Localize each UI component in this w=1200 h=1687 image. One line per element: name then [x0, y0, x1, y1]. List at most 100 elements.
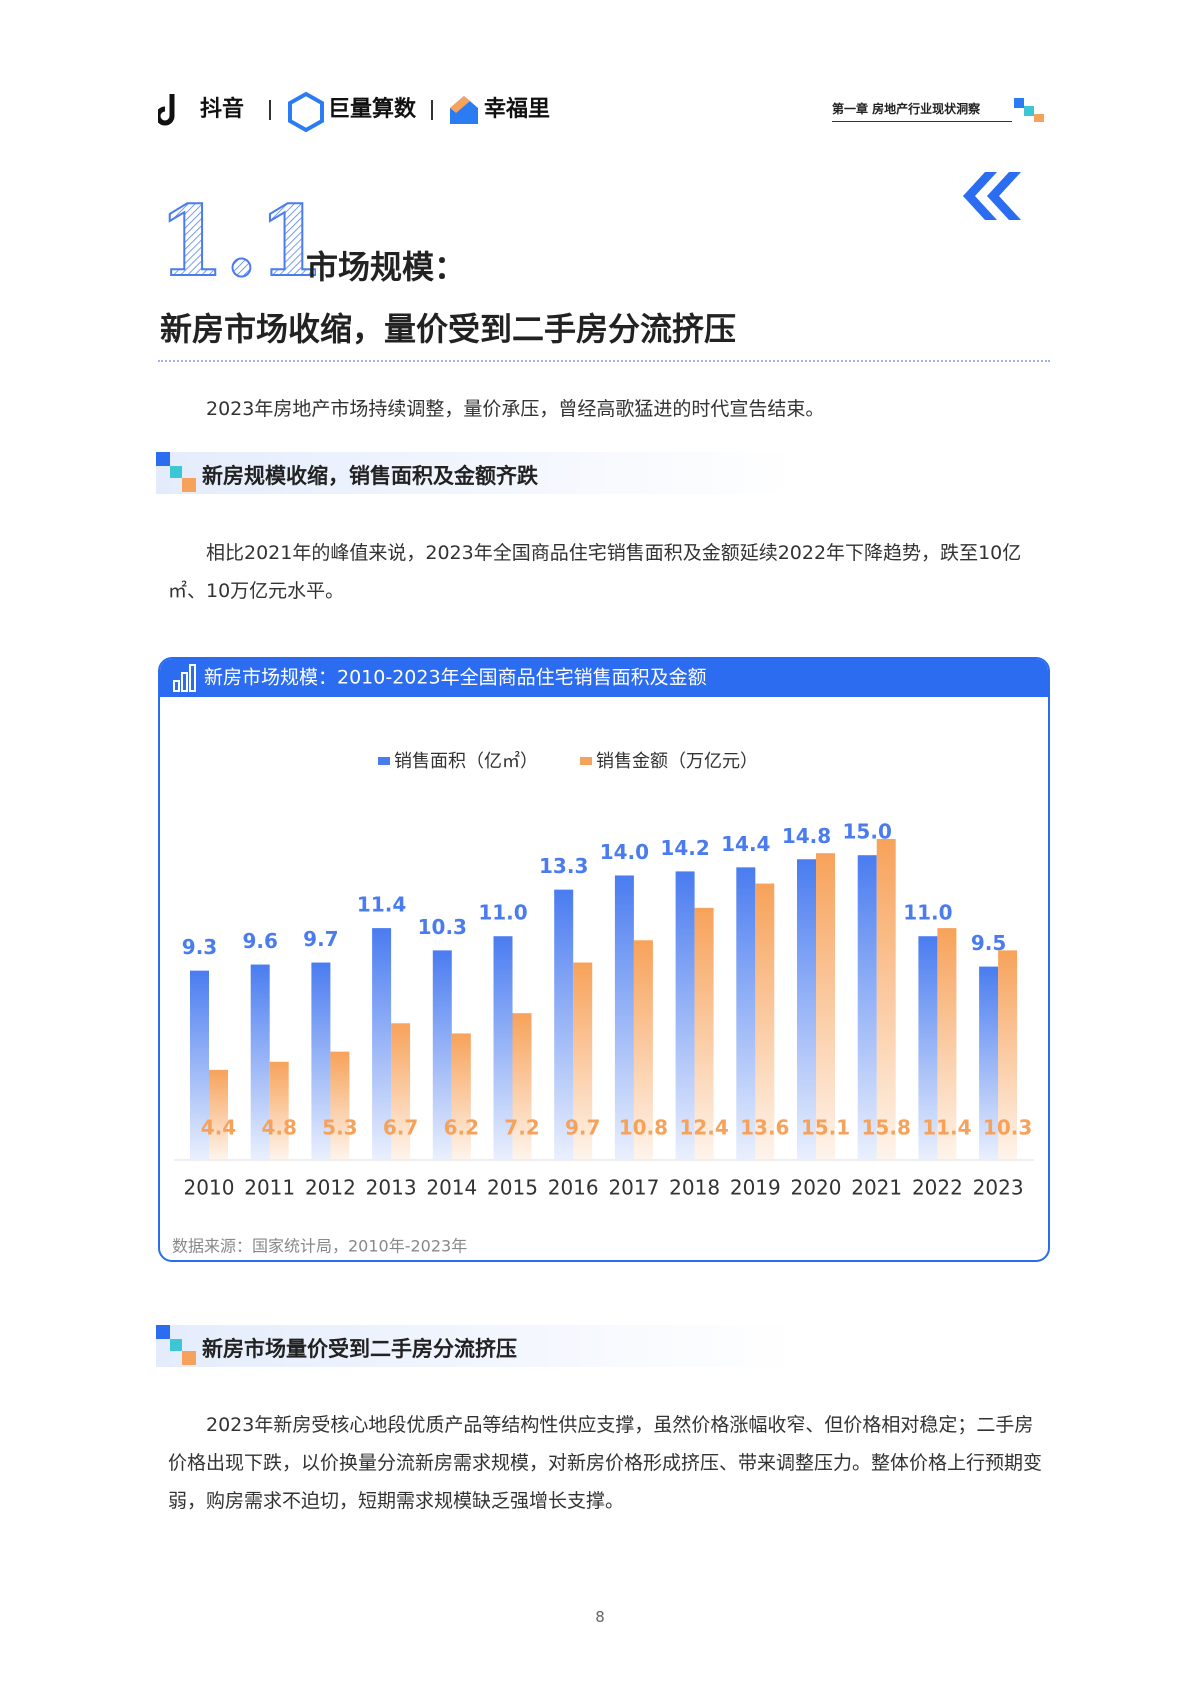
- juliang-icon: [288, 91, 324, 132]
- data-label: 15.1: [801, 1116, 850, 1140]
- logo-text: 抖音: [200, 96, 244, 122]
- chart-title: 新房市场规模：2010-2023年全国商品住宅销售面积及金额: [204, 667, 707, 689]
- data-label: 4.4: [201, 1116, 236, 1140]
- x-tick-label: 2014: [426, 1176, 477, 1200]
- bar: [797, 859, 816, 1159]
- x-tick-label: 2020: [791, 1176, 842, 1200]
- section-title: 市场规模：: [306, 248, 467, 286]
- legend-swatch: [378, 757, 390, 765]
- chart-header: [160, 659, 1048, 697]
- data-label: 9.3: [182, 935, 217, 959]
- bar: [493, 936, 513, 1159]
- logo-bar: 抖音 巨量算数 幸福里: [158, 91, 550, 132]
- data-label: 14.8: [782, 824, 831, 848]
- section-number: 1.1: [157, 200, 316, 292]
- sub-icon: [156, 1325, 196, 1365]
- bar: [998, 950, 1018, 1159]
- chapter-label: 第一章 房地产行业现状洞察: [832, 100, 1012, 122]
- chart: 新房市场规模：2010-2023年全国商品住宅销售面积及金额 数据来源：国家统计…: [160, 659, 1048, 1256]
- x-tick-label: 2015: [487, 1176, 538, 1200]
- data-label: 11.0: [903, 901, 952, 925]
- bar: [209, 1069, 228, 1159]
- bar: [432, 950, 452, 1159]
- divider: [158, 360, 1050, 362]
- x-tick-label: 2022: [912, 1176, 963, 1200]
- x-tick-label: 2012: [305, 1176, 356, 1200]
- bar: [311, 962, 331, 1159]
- x-tick-label: 2013: [366, 1176, 417, 1200]
- bar: [736, 867, 756, 1159]
- data-label: 10.8: [619, 1116, 668, 1140]
- data-label: 10.3: [418, 915, 467, 939]
- sub-icon: [156, 452, 196, 492]
- bar: [937, 928, 957, 1159]
- subsection-header: 新房市场量价受到二手房分流挤压: [156, 1325, 796, 1367]
- x-tick-label: 2017: [608, 1176, 659, 1200]
- legend-label: 销售金额（万亿元）: [596, 751, 758, 772]
- x-tick-label: 2023: [973, 1176, 1024, 1200]
- chapter-deco: [1014, 98, 1044, 122]
- subsection-title: 新房市场量价受到二手房分流挤压: [202, 1337, 517, 1361]
- data-label: 11.4: [922, 1116, 971, 1140]
- x-tick-label: 2018: [669, 1176, 720, 1200]
- data-label: 14.4: [721, 832, 770, 856]
- data-label: 9.7: [303, 927, 338, 951]
- data-label: 6.7: [383, 1116, 418, 1140]
- data-label: 14.0: [600, 840, 649, 864]
- deco: [1024, 106, 1034, 116]
- logo-text: 巨量算数: [328, 96, 417, 122]
- deco: [1014, 98, 1024, 108]
- bar: [372, 928, 392, 1159]
- bar: [451, 1033, 471, 1159]
- data-label: 11.4: [357, 893, 406, 917]
- bar: [190, 970, 209, 1159]
- legend-swatch: [580, 757, 592, 765]
- source: 数据来源：国家统计局，2010年-2023年: [172, 1237, 467, 1256]
- page-number: 8: [595, 1608, 605, 1626]
- chevron: [987, 172, 1021, 220]
- chart-box: 新房市场规模：2010-2023年全国商品住宅销售面积及金额 数据来源：国家统计…: [158, 657, 1050, 1262]
- bar: [614, 875, 634, 1159]
- chevrons: [963, 172, 1021, 220]
- x-tick-label: 2010: [184, 1176, 235, 1200]
- bar: [330, 1051, 350, 1159]
- data-label: 6.2: [444, 1116, 479, 1140]
- bar: [918, 936, 938, 1159]
- deco: [1034, 114, 1044, 122]
- data-label: 9.7: [565, 1116, 600, 1140]
- data-label: 13.3: [539, 854, 588, 878]
- bar: [979, 966, 999, 1159]
- bar: [573, 962, 593, 1159]
- section-subtitle: 新房市场收缩，量价受到二手房分流挤压: [160, 310, 737, 348]
- bar: [269, 1061, 289, 1159]
- subsection-title: 新房规模收缩，销售面积及金额齐跌: [202, 464, 538, 488]
- bar: [857, 855, 877, 1159]
- x-tick-label: 2019: [730, 1176, 781, 1200]
- data-label: 11.0: [478, 901, 527, 925]
- bar: [250, 964, 270, 1159]
- bar: [675, 871, 695, 1159]
- x-tick-label: 2021: [851, 1176, 902, 1200]
- bar: [694, 907, 714, 1159]
- bar: [391, 1023, 411, 1159]
- paragraph: 相比2021年的峰值来说，2023年全国商品住宅销售面积及金额延续2022年下降…: [168, 542, 1022, 602]
- bar: [512, 1013, 532, 1159]
- data-label: 13.6: [740, 1116, 789, 1140]
- data-label: 4.8: [261, 1116, 296, 1140]
- data-label: 10.3: [983, 1116, 1032, 1140]
- x-tick-label: 2011: [244, 1176, 295, 1200]
- bar: [876, 839, 896, 1159]
- logo-text: 幸福里: [484, 96, 550, 122]
- intro: 2023年房地产市场持续调整，量价承压，曾经高歌猛进的时代宣告结束。: [206, 398, 825, 420]
- data-label: 14.2: [660, 836, 709, 860]
- bar: [633, 940, 653, 1159]
- section-number-text: 1.1: [158, 200, 316, 292]
- data-label: 12.4: [679, 1116, 728, 1140]
- data-label: 15.8: [862, 1116, 911, 1140]
- tiktok-icon: [158, 94, 175, 126]
- paragraph: 2023年新房受核心地段优质产品等结构性供应支撑，虽然价格涨幅收窄、但价格相对稳…: [168, 1414, 1043, 1512]
- bar: [554, 889, 574, 1159]
- chart-icon: [173, 664, 196, 692]
- subsection-header: 新房规模收缩，销售面积及金额齐跌: [156, 452, 796, 494]
